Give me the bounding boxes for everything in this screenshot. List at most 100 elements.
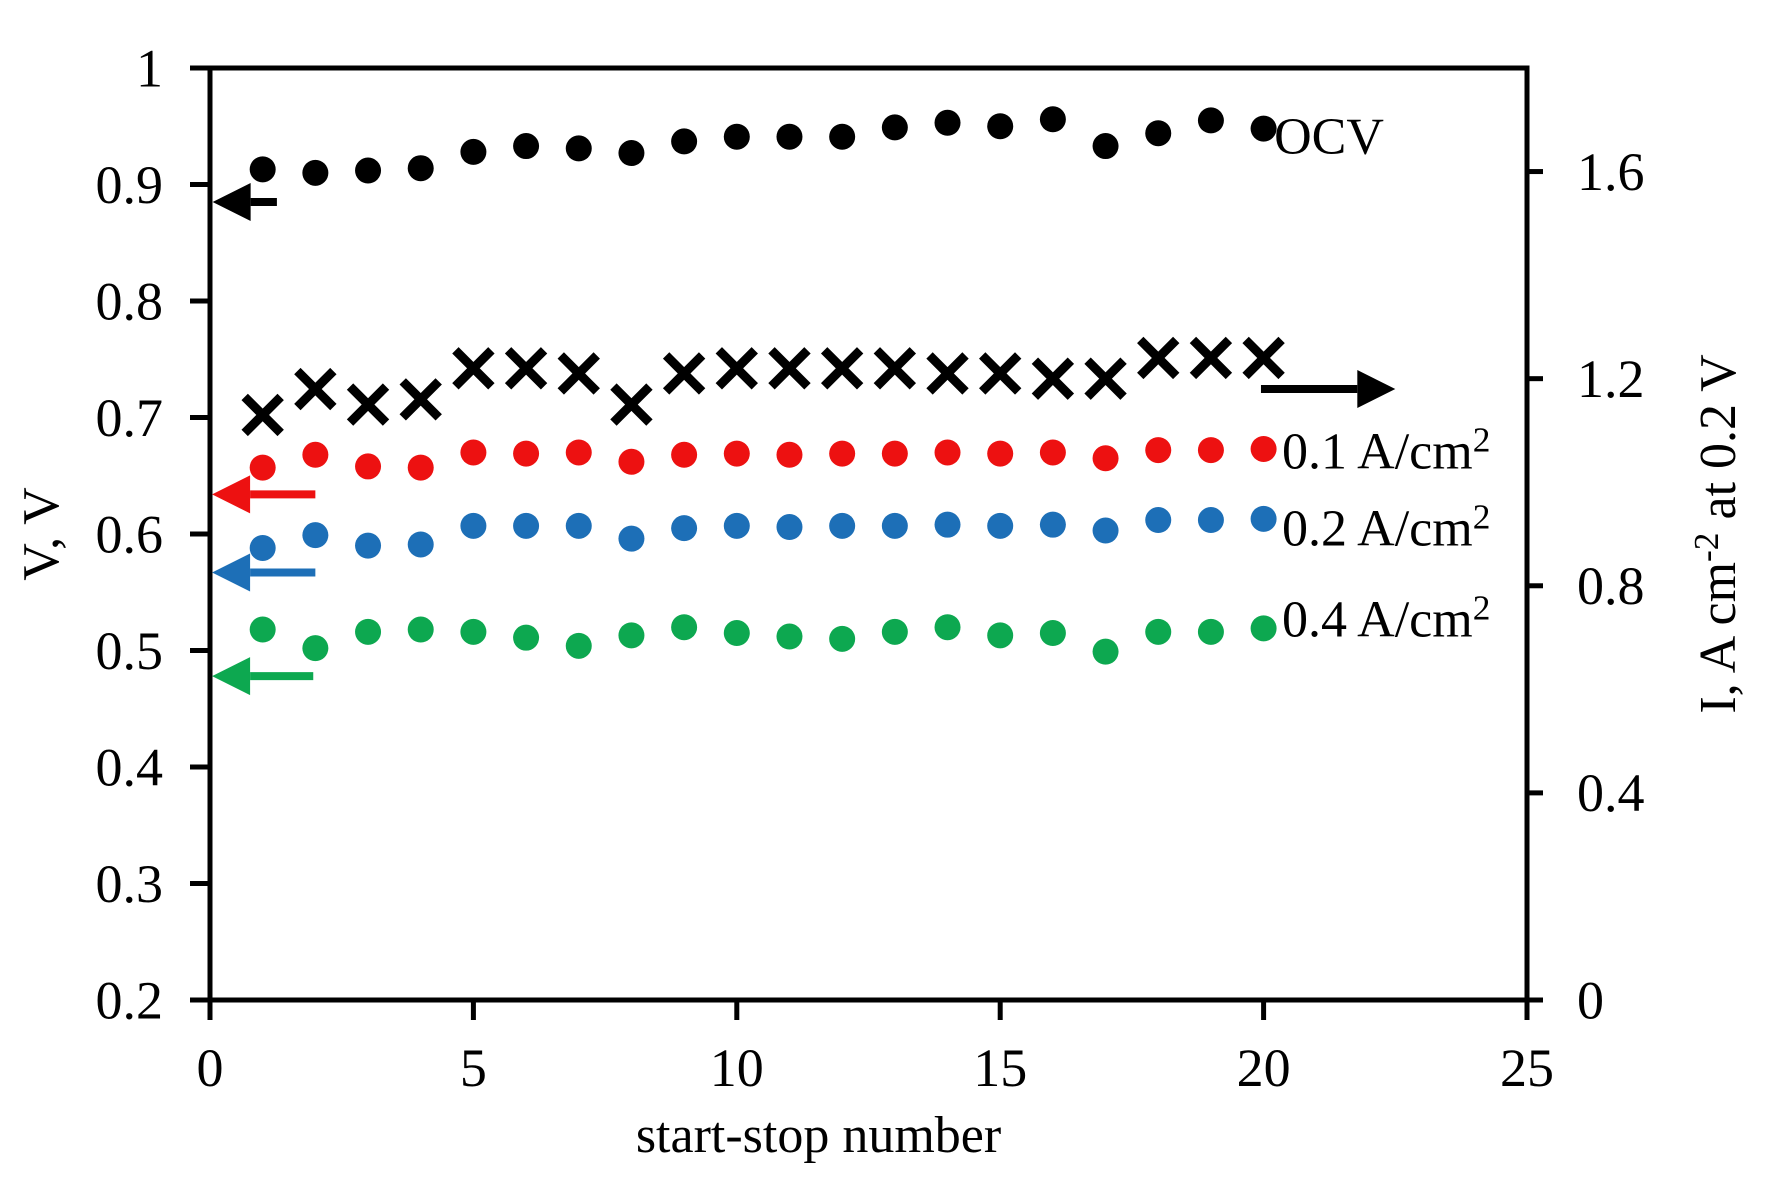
- data-point: [565, 439, 592, 466]
- right-tick-label: 1.6: [1577, 142, 1645, 202]
- data-point: [829, 440, 856, 467]
- data-point: [513, 133, 540, 160]
- data-point: [399, 378, 442, 421]
- plot-border: [207, 65, 1530, 1003]
- data-point: [1092, 517, 1119, 544]
- series-ocv: OCV: [249, 106, 1384, 186]
- data-point: [407, 616, 434, 643]
- data-point: [881, 114, 908, 141]
- data-point: [618, 140, 645, 167]
- left-tick-label: 0.6: [96, 504, 164, 564]
- data-point: [776, 123, 803, 150]
- data-point: [671, 515, 698, 542]
- data-point: [1250, 435, 1277, 462]
- series-v-at-0.2-Acm2: 0.2 A/cm2: [249, 496, 1490, 561]
- left-axis-title: V, V: [13, 487, 70, 580]
- data-point: [671, 614, 698, 641]
- data-point: [723, 512, 750, 539]
- data-point: [768, 347, 811, 390]
- data-point: [407, 454, 434, 481]
- blue-axis-arrow: [212, 553, 316, 592]
- tick-labels: 1 0.9 0.8 0.7 0.6 0.5 0.4 0.3 0.2 0 5 10 15 20 25 1.6 1.…: [96, 38, 1645, 1098]
- data-point: [407, 531, 434, 558]
- right-tick-label: 1.2: [1577, 349, 1645, 409]
- data-point: [1084, 357, 1127, 400]
- data-point: [460, 138, 487, 165]
- data-point: [881, 512, 908, 539]
- axis-ticks: [190, 65, 1543, 1020]
- data-point: [249, 616, 276, 643]
- bottom-tick-label: 20: [1237, 1038, 1291, 1098]
- bottom-tick-label: 5: [460, 1038, 487, 1098]
- right-tick-label: 0: [1577, 970, 1604, 1030]
- data-point: [1039, 106, 1066, 133]
- data-point: [565, 135, 592, 162]
- ocv-axis-arrow: [212, 182, 277, 221]
- data-point: [618, 525, 645, 552]
- data-point: [513, 440, 540, 467]
- data-point: [987, 440, 1014, 467]
- data-point: [1197, 507, 1224, 534]
- data-point: [241, 393, 284, 437]
- data-point: [1250, 505, 1277, 532]
- data-point: [934, 439, 961, 466]
- data-point: [355, 532, 382, 559]
- data-point: [249, 534, 276, 561]
- data-point: [565, 632, 592, 659]
- data-point: [249, 454, 276, 481]
- data-point: [302, 635, 329, 662]
- left-tick-label: 0.5: [96, 621, 164, 681]
- data-point: [934, 511, 961, 538]
- arrow-head: [212, 182, 251, 221]
- series-label-ocv: OCV: [1274, 108, 1384, 165]
- data-point: [829, 512, 856, 539]
- data-point: [1145, 618, 1172, 645]
- left-tick-label: 0.3: [96, 854, 164, 914]
- data-point: [1250, 615, 1277, 642]
- data-point: [1242, 336, 1285, 380]
- data-point: [557, 352, 600, 395]
- arrow-head: [212, 553, 251, 592]
- data-point: [294, 367, 337, 411]
- data-point: [662, 352, 706, 395]
- data-point: [829, 625, 856, 652]
- data-point: [513, 512, 540, 539]
- data-point: [1092, 638, 1119, 665]
- data-point: [671, 441, 698, 468]
- series-label-v-at-0.2-Acm2: 0.2 A/cm2: [1282, 496, 1490, 557]
- current-axis-arrow: [1260, 370, 1396, 409]
- data-point: [987, 113, 1014, 140]
- data-point: [934, 614, 961, 641]
- series-label-v-at-0.1-Acm2: 0.1 A/cm2: [1282, 419, 1490, 480]
- right-axis-title: I, A cm-2 at 0.2 V: [1686, 354, 1747, 713]
- data-point: [1197, 618, 1224, 645]
- data-point: [1189, 336, 1233, 380]
- data-point: [934, 109, 961, 136]
- series-label-v-at-0.4-Acm2: 0.4 A/cm2: [1282, 588, 1490, 649]
- data-point: [346, 383, 390, 426]
- data-point: [1092, 133, 1119, 160]
- arrow-head: [1357, 370, 1396, 409]
- data-point: [1145, 120, 1172, 147]
- data-point: [881, 440, 908, 467]
- data-point: [723, 123, 750, 150]
- series-v-at-0.4-Acm2: 0.4 A/cm2: [249, 588, 1490, 665]
- data-point: [355, 618, 382, 645]
- data-point: [776, 441, 803, 468]
- data-point: [820, 347, 864, 390]
- data-point: [355, 453, 382, 480]
- data-point: [776, 514, 803, 541]
- data-point: [452, 347, 495, 390]
- data-point: [302, 441, 329, 468]
- left-tick-label: 1: [136, 38, 163, 98]
- data-point: [1039, 620, 1066, 647]
- series-v-at-0.1-Acm2: 0.1 A/cm2: [249, 419, 1490, 481]
- data-point: [407, 155, 434, 182]
- arrow-head: [212, 657, 251, 696]
- left-tick-label: 0.9: [96, 155, 164, 215]
- data-point: [610, 383, 653, 426]
- data-point: [1137, 336, 1180, 380]
- data-point: [460, 439, 487, 466]
